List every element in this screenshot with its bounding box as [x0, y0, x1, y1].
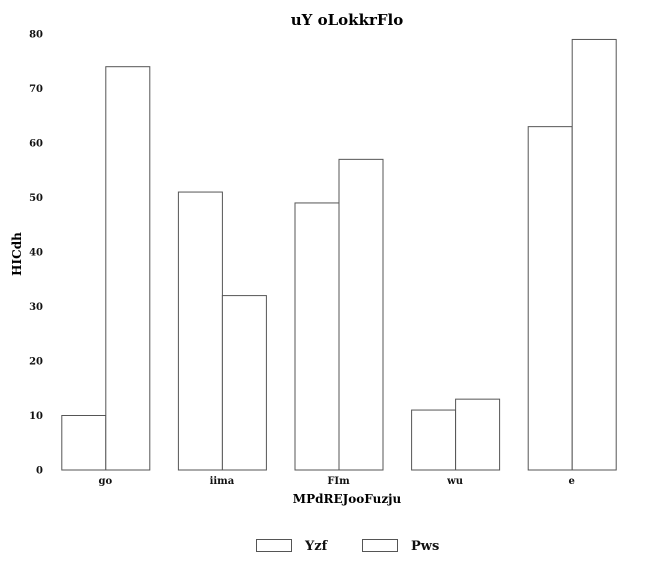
legend-swatch-Pws: [362, 539, 398, 552]
x-tick-label: go: [98, 476, 112, 487]
x-tick-label: e: [569, 476, 575, 487]
y-tick-label: 40: [29, 248, 43, 259]
chart-title: uY oLokkrFlo: [291, 11, 403, 29]
y-axis-label: HICdh: [10, 232, 24, 276]
bar-iima-Yzf: [177, 191, 223, 471]
bars: [61, 38, 617, 471]
bar-wu-Yzf: [411, 409, 457, 471]
y-tick-label: 20: [29, 357, 43, 368]
x-axis-label: MPdREJooFuzju: [293, 492, 402, 506]
y-tick-label: 60: [29, 139, 43, 150]
bar-iima-Pws: [221, 295, 267, 471]
y-tick-label: 10: [29, 411, 43, 422]
y-axis-ticks: 0 10 20 30 40 50 60 70 80: [29, 30, 43, 477]
legend-label-Pws: Pws: [411, 539, 439, 554]
y-tick-label: 30: [29, 302, 43, 313]
bar-FIm-Yzf: [294, 202, 340, 471]
bar-go-Pws: [105, 66, 151, 471]
x-axis-ticks: go iima FIm wu e: [98, 476, 574, 487]
y-tick-label: 70: [29, 84, 43, 95]
bar-go-Yzf: [61, 415, 107, 471]
bar-e-Pws: [571, 38, 617, 471]
bar-wu-Pws: [455, 398, 501, 471]
y-tick-label: 0: [36, 466, 43, 477]
bar-e-Yzf: [527, 126, 573, 471]
x-tick-label: FIm: [327, 476, 350, 487]
x-tick-label: wu: [446, 476, 463, 487]
y-tick-label: 50: [29, 193, 43, 204]
legend-label-Yzf: Yzf: [304, 539, 329, 554]
bar-FIm-Pws: [338, 158, 384, 471]
y-tick-label: 80: [29, 30, 43, 41]
legend: Yzf Pws: [256, 539, 439, 554]
x-tick-label: iima: [210, 476, 235, 487]
legend-swatch-Yzf: [256, 539, 292, 552]
